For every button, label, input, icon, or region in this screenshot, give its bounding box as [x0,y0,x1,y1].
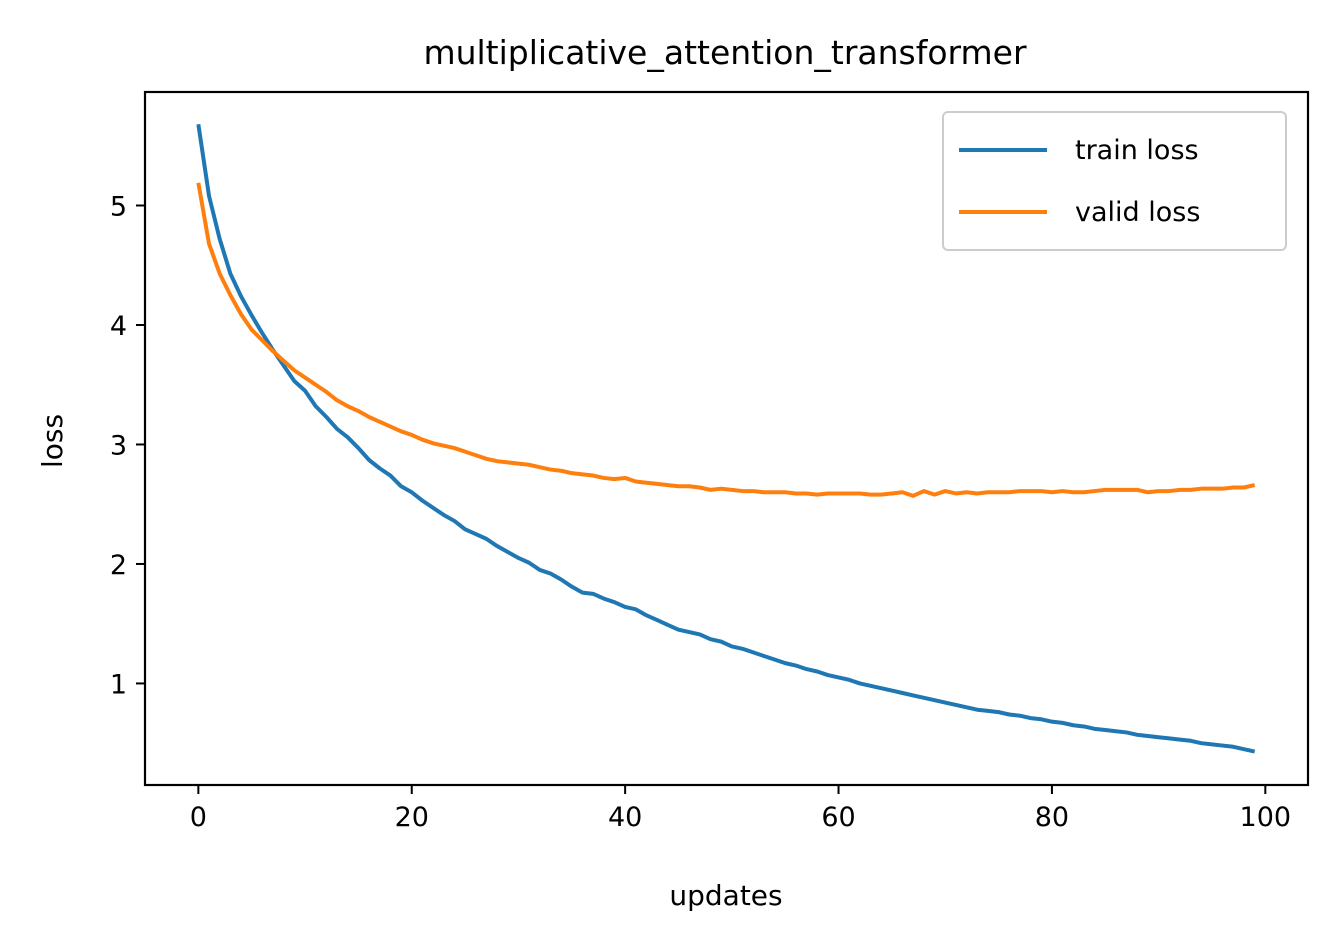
chart-title: multiplicative_attention_transformer [423,33,1027,72]
legend-box [942,111,1287,251]
legend-label-train-loss: train loss [1075,135,1199,166]
x-tick-label: 40 [608,802,642,833]
x-axis-label: updates [669,879,782,912]
y-tick-label: 1 [110,669,127,700]
x-axis: 0 20 40 60 80 100 [190,785,1291,833]
x-tick-label: 20 [395,802,429,833]
y-tick-label: 2 [110,550,127,581]
y-tick-label: 3 [110,430,127,461]
y-tick-label: 5 [110,192,127,223]
plot-frame [143,90,1310,787]
y-axis-label: loss [36,414,69,468]
legend-label-valid-loss: valid loss [1075,197,1200,228]
series-line-valid-loss [196,182,1256,498]
series-line-train-loss [196,123,1256,754]
plot-area [196,123,1256,754]
y-axis: 1 2 3 4 5 [110,192,145,700]
x-tick-label: 80 [1035,802,1069,833]
legend: train loss valid loss [942,111,1287,251]
y-tick-label: 4 [110,311,127,342]
x-tick-label: 60 [821,802,855,833]
x-tick-label: 100 [1240,802,1292,833]
series-layer [196,123,1256,754]
x-tick-label: 0 [190,802,207,833]
